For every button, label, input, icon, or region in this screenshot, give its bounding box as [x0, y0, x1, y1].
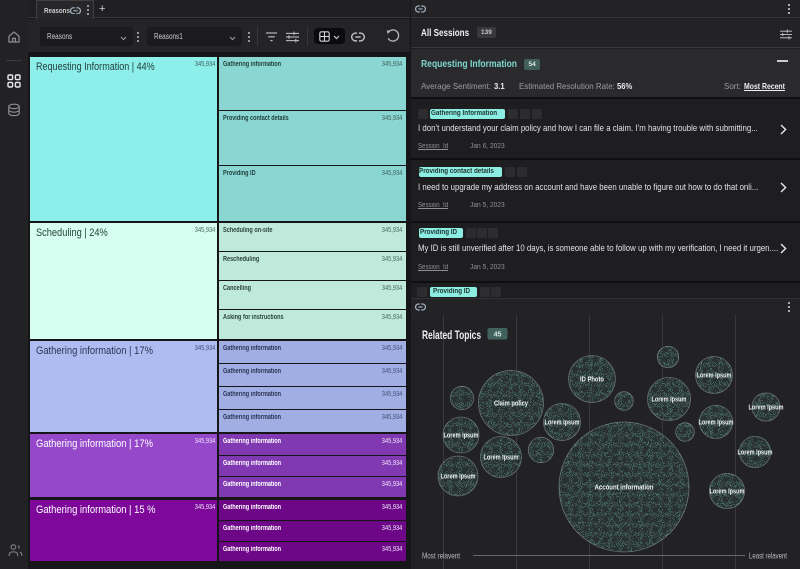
svg-text:Lorem Ipsum: Lorem Ipsum: [444, 431, 479, 440]
svg-text:Lorem Ipsum: Lorem Ipsum: [699, 418, 734, 427]
svg-text:Most relavent: Most relavent: [422, 552, 461, 561]
svg-text:Claim policy: Claim policy: [494, 399, 529, 408]
svg-text:Lorem Ipsum: Lorem Ipsum: [441, 472, 476, 481]
svg-text:Account information: Account information: [595, 483, 654, 492]
svg-text:45: 45: [494, 332, 502, 339]
svg-text:Related Topics: Related Topics: [422, 330, 481, 342]
svg-text:ID Photo: ID Photo: [580, 375, 604, 384]
svg-text:Least relavent: Least relavent: [749, 552, 788, 561]
svg-text:Lorem Ipsum: Lorem Ipsum: [484, 453, 519, 462]
svg-text:Lorem Ipsum: Lorem Ipsum: [710, 487, 745, 496]
svg-text:Lorem Ipsum: Lorem Ipsum: [697, 371, 732, 380]
svg-text:Lorem Ipsum: Lorem Ipsum: [545, 418, 580, 427]
svg-text:Lorem Ipsum: Lorem Ipsum: [738, 448, 773, 457]
svg-text:Lorem Ipsum: Lorem Ipsum: [749, 403, 784, 412]
svg-text:Lorem Ipsum: Lorem Ipsum: [652, 395, 687, 404]
